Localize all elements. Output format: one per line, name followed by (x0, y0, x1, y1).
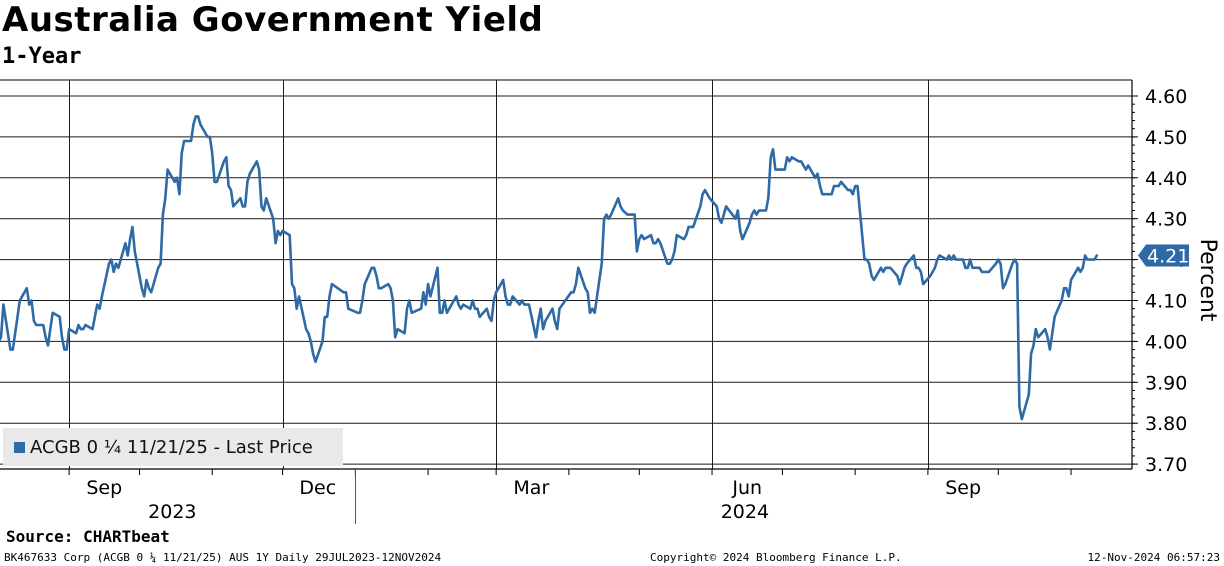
y-tick-label: 4.30 (1145, 209, 1187, 231)
x-tick-label: Jun (731, 477, 762, 499)
y-tick-label: 4.50 (1145, 127, 1187, 149)
x-tick-label: Dec (299, 477, 336, 499)
y-tick-label: 3.70 (1145, 454, 1187, 476)
y-tick-label: 3.80 (1145, 413, 1187, 435)
legend-label: ACGB 0 ¼ 11/21/25 - Last Price (30, 436, 313, 458)
y-tick-label: 4.00 (1145, 331, 1187, 353)
last-value-label: 4.21 (1147, 246, 1189, 268)
year-label: 2024 (721, 501, 769, 523)
chart-title: Australia Government Yield (2, 0, 544, 40)
x-tick-label: Sep (86, 477, 122, 499)
footer-timestamp: 12-Nov-2024 06:57:23 (1087, 551, 1220, 564)
footer-ticker-info: BK467633 Corp (ACGB 0 ¼ 11/21/25) AUS 1Y… (4, 551, 442, 564)
y-tick-label: 4.40 (1145, 168, 1187, 190)
y-tick-label: 4.10 (1145, 291, 1187, 313)
y-axis-title: Percent (1195, 239, 1220, 322)
x-tick-label: Sep (945, 477, 981, 499)
chart-legend[interactable]: ACGB 0 ¼ 11/21/25 - Last Price (3, 428, 343, 466)
series-line (0, 115, 1099, 421)
legend-swatch (14, 441, 25, 453)
x-tick-label: Mar (513, 477, 549, 499)
y-tick-label: 4.60 (1145, 86, 1187, 108)
year-label: 2023 (148, 501, 196, 523)
y-tick-label: 3.90 (1145, 372, 1187, 394)
source-label: Source: CHARTbeat (6, 527, 170, 546)
last-value-marker (1138, 244, 1189, 267)
footer-copyright: Copyright© 2024 Bloomberg Finance L.P. (650, 551, 902, 564)
chart-subtitle: 1-Year (2, 44, 82, 69)
